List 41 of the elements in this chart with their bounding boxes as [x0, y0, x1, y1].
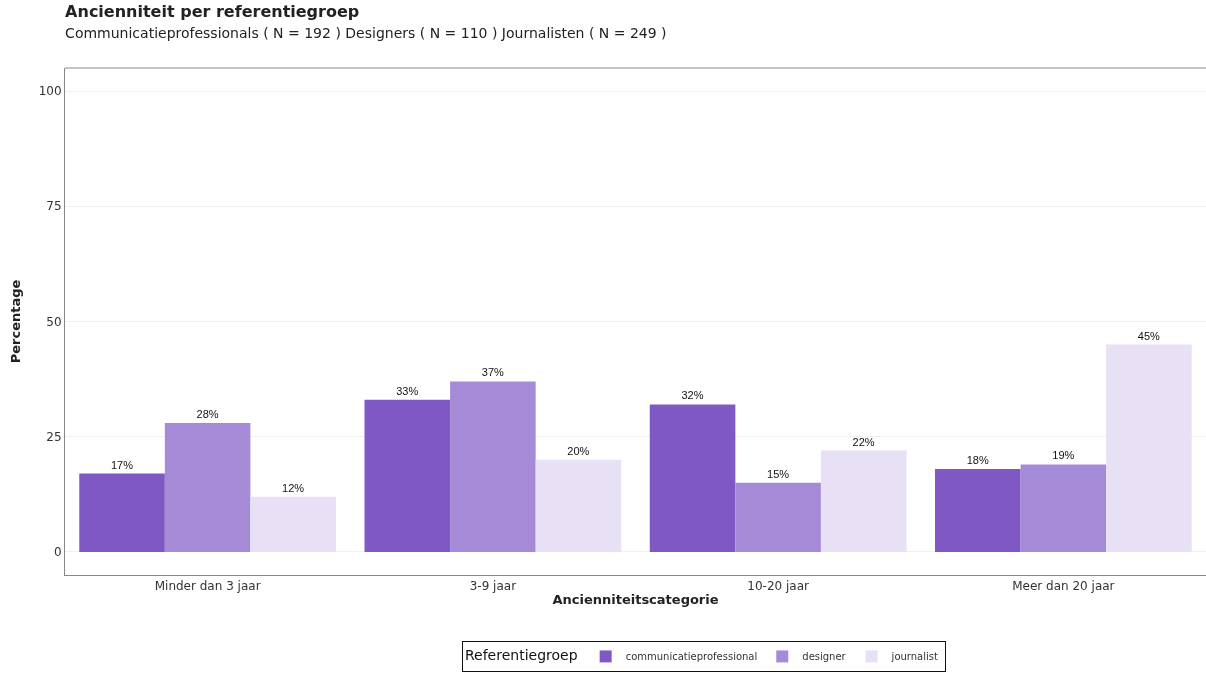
- y-tick-label: 75: [46, 199, 62, 214]
- x-tick-label: 3-9 jaar: [469, 579, 517, 594]
- legend-title: Referentiegroep: [464, 647, 578, 664]
- y-axis-title: Percentage: [7, 279, 23, 364]
- bar: [935, 468, 1021, 552]
- y-tick-label: 100: [38, 84, 62, 99]
- data-label: 20%: [567, 444, 590, 457]
- x-tick-label: 10-20 jaar: [747, 579, 810, 594]
- chart-title: Ancienniteit per referentiegroep: [65, 1, 360, 21]
- legend-label: communicatieprofessional: [625, 651, 758, 663]
- legend-label: designer: [802, 651, 847, 663]
- bar: [820, 450, 907, 552]
- data-label: 17%: [110, 458, 134, 471]
- data-label: 32%: [681, 389, 704, 402]
- bar: [1106, 344, 1192, 552]
- data-label: 19%: [1052, 449, 1075, 462]
- x-tick-label: Minder dan 3 jaar: [154, 579, 261, 594]
- x-axis-title: Ancienniteitscategorie: [552, 592, 719, 607]
- bar: [164, 422, 251, 552]
- y-tick-label: 50: [46, 314, 62, 329]
- data-label: 45%: [1137, 329, 1161, 342]
- data-label: 33%: [396, 384, 419, 397]
- bar: [364, 399, 451, 552]
- bar: [649, 404, 736, 552]
- data-label: 15%: [767, 467, 790, 480]
- data-label: 28%: [196, 407, 219, 420]
- x-tick-label: Meer dan 20 jaar: [1012, 579, 1115, 594]
- data-label: 37%: [481, 366, 504, 379]
- bar: [735, 482, 821, 552]
- y-tick-label: 0: [53, 545, 62, 560]
- bar: [1020, 464, 1107, 552]
- data-label: 12%: [282, 481, 305, 494]
- bar: [450, 381, 536, 552]
- y-tick-label: 25: [46, 429, 62, 444]
- data-label: 22%: [852, 435, 875, 448]
- chart-subtitle: Communicatieprofessionals ( N = 192 ) Designers ( N = 110 ) Journalisten ( N = 249 ): [65, 24, 667, 41]
- legend-label: journalist: [890, 651, 939, 663]
- data-label: 18%: [966, 453, 989, 466]
- bar: [250, 496, 336, 552]
- bar: [79, 473, 165, 552]
- bar: [535, 459, 622, 552]
